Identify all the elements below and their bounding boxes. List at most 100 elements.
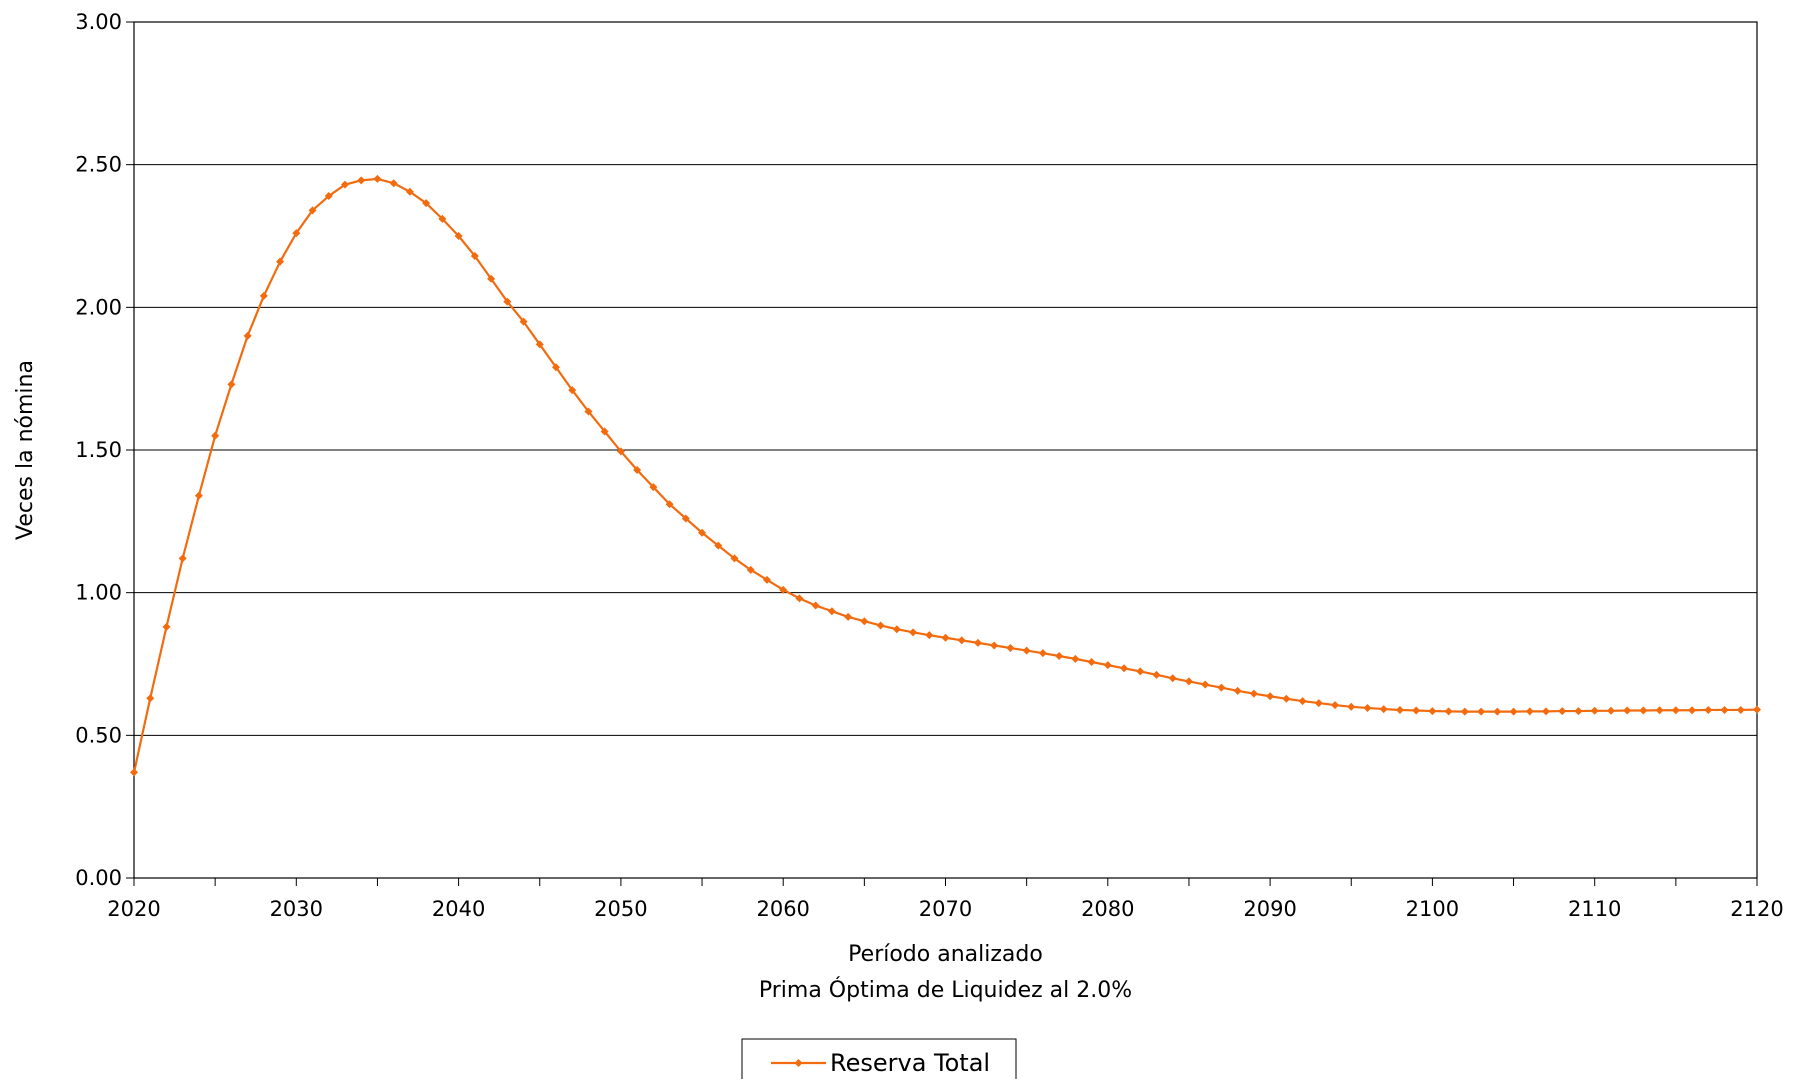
data-point-marker — [551, 363, 560, 372]
data-point-marker — [324, 192, 333, 201]
data-point-marker — [1087, 658, 1096, 667]
data-point-marker — [746, 565, 755, 574]
x-tick-label: 2080 — [1081, 897, 1134, 921]
data-point-marker — [1493, 707, 1502, 716]
data-point-marker — [909, 628, 918, 637]
chart-subtitle: Prima Óptima de Liquidez al 2.0% — [759, 977, 1132, 1003]
x-tick-label: 2070 — [919, 897, 972, 921]
data-point-marker — [600, 427, 609, 436]
data-point-marker — [941, 633, 950, 642]
legend-box — [741, 1038, 1017, 1084]
data-point-marker — [227, 380, 236, 389]
data-point-marker — [1314, 699, 1323, 708]
y-tick-label: 1.50 — [75, 438, 122, 462]
data-point-marker — [714, 541, 723, 550]
data-point-marker — [584, 407, 593, 416]
data-point-marker — [292, 229, 301, 238]
data-point-marker — [1542, 707, 1551, 716]
y-tick-label: 2.50 — [75, 153, 122, 177]
data-point-marker — [698, 528, 707, 537]
series-reserva-total — [130, 174, 1761, 777]
data-point-marker — [130, 768, 138, 777]
data-point-marker — [1720, 705, 1729, 714]
data-point-marker — [827, 607, 836, 616]
data-point-marker — [1331, 701, 1340, 710]
data-point-marker — [178, 554, 187, 563]
x-tick-label: 2100 — [1406, 897, 1459, 921]
data-point-marker — [1055, 652, 1064, 661]
data-point-marker — [1282, 694, 1291, 703]
data-point-marker — [1590, 706, 1599, 715]
x-tick-label: 2110 — [1568, 897, 1621, 921]
data-point-marker — [1606, 706, 1615, 715]
data-point-marker — [1071, 654, 1080, 663]
data-point-marker — [1103, 661, 1112, 670]
data-point-marker — [1525, 707, 1534, 716]
data-point-marker — [1363, 703, 1372, 712]
data-point-marker — [1736, 705, 1745, 714]
data-point-marker — [762, 575, 771, 584]
x-tick-label: 2040 — [432, 897, 485, 921]
data-point-marker — [470, 251, 479, 260]
data-point-marker — [1136, 667, 1145, 676]
data-point-marker — [146, 694, 155, 703]
x-tick-label: 2050 — [594, 897, 647, 921]
legend-marker-swatch — [794, 1059, 803, 1067]
data-point-marker — [795, 594, 804, 603]
x-tick-label: 2120 — [1730, 897, 1783, 921]
data-point-marker — [925, 631, 934, 640]
y-tick-label: 3.00 — [75, 10, 122, 34]
data-point-marker — [1022, 646, 1031, 655]
data-point-marker — [1688, 706, 1697, 715]
data-point-marker — [1412, 706, 1421, 715]
data-point-marker — [1639, 706, 1648, 715]
x-tick-label: 2020 — [107, 897, 160, 921]
data-point-marker — [1038, 649, 1047, 658]
x-axis-title: Período analizado — [848, 942, 1043, 967]
data-point-marker — [519, 317, 528, 326]
data-point-marker — [1006, 644, 1015, 653]
data-point-marker — [243, 331, 252, 340]
gridlines — [134, 164, 1757, 736]
data-point-marker — [438, 214, 447, 223]
data-point-marker — [373, 174, 382, 183]
data-point-marker — [730, 554, 739, 563]
data-point-marker — [1428, 707, 1437, 716]
data-point-marker — [1574, 707, 1583, 716]
data-point-marker — [1753, 705, 1761, 714]
data-point-marker — [211, 431, 220, 440]
data-point-marker — [633, 465, 642, 474]
data-point-marker — [1201, 680, 1210, 689]
data-point-marker — [844, 612, 853, 621]
x-tick-label: 2030 — [270, 897, 323, 921]
x-tick-label: 2060 — [756, 897, 809, 921]
data-point-marker — [1168, 674, 1177, 683]
data-point-marker — [1395, 705, 1404, 714]
data-point-marker — [259, 291, 268, 300]
data-point-marker — [194, 491, 203, 500]
axes: 0.00 0.50 1.00 1.50 2.00 2.50 3.00 2020 2030 2040… — [75, 10, 1783, 921]
data-point-marker — [1444, 707, 1453, 716]
data-point-marker — [422, 199, 431, 208]
data-point-marker — [649, 483, 658, 492]
data-point-marker — [811, 601, 820, 610]
data-point-marker — [957, 636, 966, 645]
y-axis-title: Veces la nómina — [13, 360, 38, 540]
data-point-marker — [1655, 706, 1664, 715]
data-point-marker — [1704, 705, 1713, 714]
data-point-marker — [1623, 706, 1632, 715]
x-tick-label: 2090 — [1243, 897, 1296, 921]
data-point-marker — [1233, 686, 1242, 695]
legend: Reserva Total — [741, 1038, 1017, 1084]
data-point-marker — [308, 206, 317, 215]
data-point-marker — [1152, 670, 1161, 679]
data-point-marker — [1347, 702, 1356, 711]
y-tick-label: 0.50 — [75, 723, 122, 747]
data-point-marker — [1460, 707, 1469, 716]
data-point-marker — [503, 297, 512, 306]
data-point-marker — [340, 180, 349, 189]
data-point-marker — [1217, 683, 1226, 692]
data-point-marker — [568, 386, 577, 395]
y-tick-label: 1.00 — [75, 581, 122, 605]
